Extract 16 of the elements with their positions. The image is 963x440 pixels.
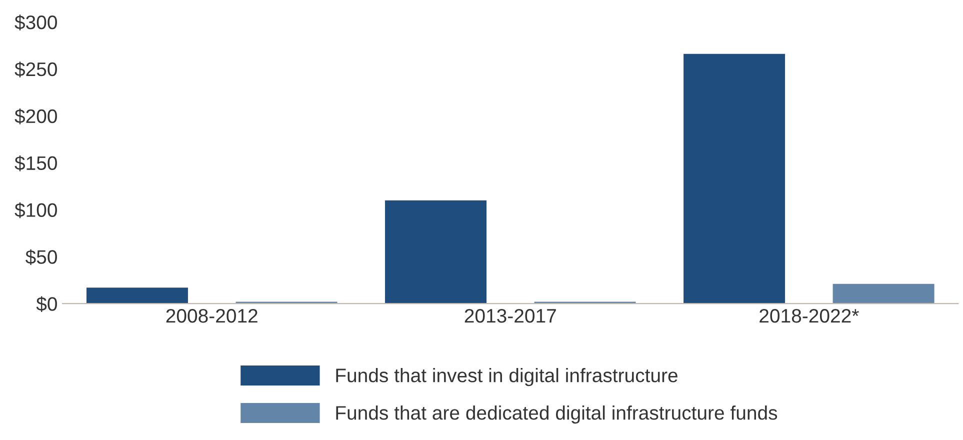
legend-label: Funds that are dedicated digital infrastructure funds bbox=[336, 405, 778, 424]
bar bbox=[86, 288, 188, 304]
y-tick-label: $300 bbox=[14, 14, 57, 30]
y-tick-label: $200 bbox=[14, 108, 57, 124]
y-tick-label: $0 bbox=[36, 296, 57, 312]
bar bbox=[385, 200, 487, 304]
y-tick-label: $150 bbox=[14, 155, 57, 172]
x-tick-label: 2013-2017 bbox=[464, 308, 556, 323]
legend-label: Funds that invest in digital infrastructure bbox=[336, 368, 678, 386]
bar bbox=[684, 54, 786, 304]
x-tick-label: 2008-2012 bbox=[166, 308, 258, 323]
y-tick-label: $250 bbox=[14, 62, 57, 78]
x-tick-label: 2018-2022* bbox=[760, 308, 859, 323]
y-tick-label: $50 bbox=[26, 249, 57, 266]
bar bbox=[832, 284, 934, 304]
y-tick-label: $100 bbox=[14, 202, 57, 218]
